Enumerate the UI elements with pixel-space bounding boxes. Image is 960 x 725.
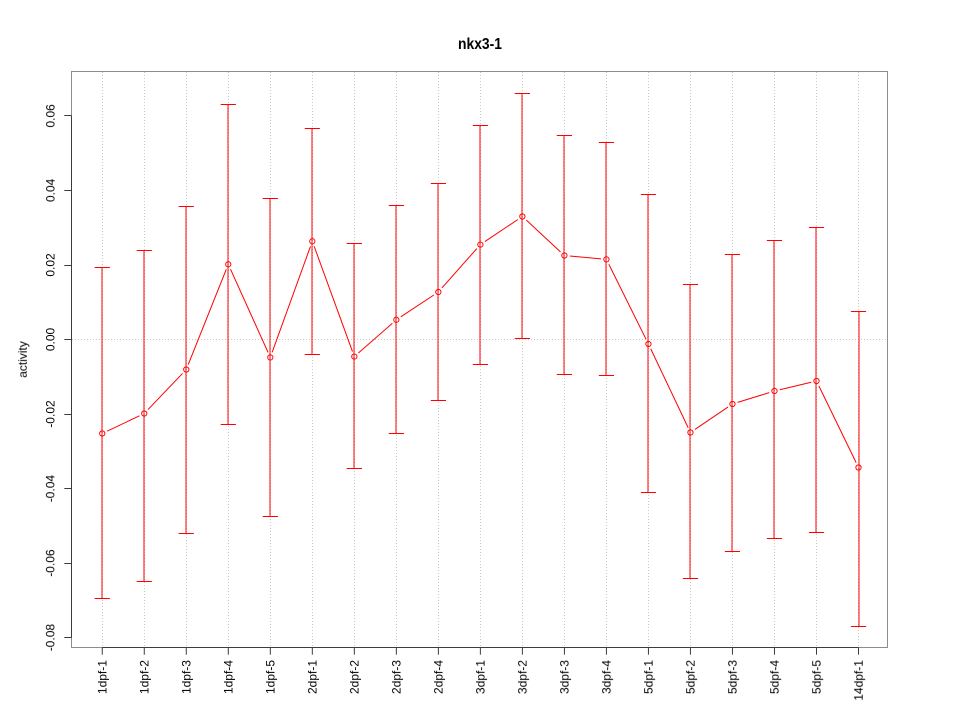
svg-text:-0.02: -0.02 bbox=[44, 400, 58, 428]
svg-text:2dpf-3: 2dpf-3 bbox=[390, 660, 404, 694]
svg-text:0.02: 0.02 bbox=[44, 253, 58, 277]
svg-text:1dpf-4: 1dpf-4 bbox=[221, 660, 235, 694]
svg-text:0.06: 0.06 bbox=[44, 104, 58, 128]
svg-text:2dpf-2: 2dpf-2 bbox=[348, 660, 362, 694]
svg-text:1dpf-5: 1dpf-5 bbox=[264, 660, 278, 694]
svg-text:0.00: 0.00 bbox=[44, 327, 58, 351]
svg-text:3dpf-4: 3dpf-4 bbox=[600, 660, 614, 694]
svg-text:3dpf-2: 3dpf-2 bbox=[516, 660, 530, 694]
svg-text:5dpf-4: 5dpf-4 bbox=[768, 660, 782, 694]
svg-text:1dpf-2: 1dpf-2 bbox=[137, 660, 151, 694]
svg-text:-0.06: -0.06 bbox=[44, 549, 58, 577]
svg-text:-0.04: -0.04 bbox=[44, 475, 58, 503]
svg-text:14dpf-1: 14dpf-1 bbox=[852, 660, 866, 701]
svg-text:2dpf-1: 2dpf-1 bbox=[306, 660, 320, 694]
svg-text:1dpf-3: 1dpf-3 bbox=[179, 660, 193, 694]
svg-text:5dpf-3: 5dpf-3 bbox=[726, 660, 740, 694]
svg-text:3dpf-3: 3dpf-3 bbox=[558, 660, 572, 694]
svg-text:3dpf-1: 3dpf-1 bbox=[474, 660, 488, 694]
svg-text:5dpf-2: 5dpf-2 bbox=[684, 660, 698, 694]
svg-text:0.04: 0.04 bbox=[44, 178, 58, 202]
svg-text:2dpf-4: 2dpf-4 bbox=[432, 660, 446, 694]
svg-text:5dpf-1: 5dpf-1 bbox=[642, 660, 656, 694]
svg-text:activity: activity bbox=[16, 341, 30, 378]
svg-text:nkx3-1: nkx3-1 bbox=[458, 36, 502, 53]
svg-text:5dpf-5: 5dpf-5 bbox=[810, 660, 824, 694]
svg-text:1dpf-1: 1dpf-1 bbox=[95, 660, 109, 694]
svg-text:-0.08: -0.08 bbox=[44, 624, 58, 652]
